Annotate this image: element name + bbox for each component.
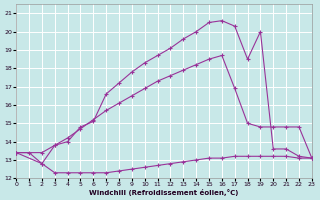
X-axis label: Windchill (Refroidissement éolien,°C): Windchill (Refroidissement éolien,°C) — [89, 189, 239, 196]
